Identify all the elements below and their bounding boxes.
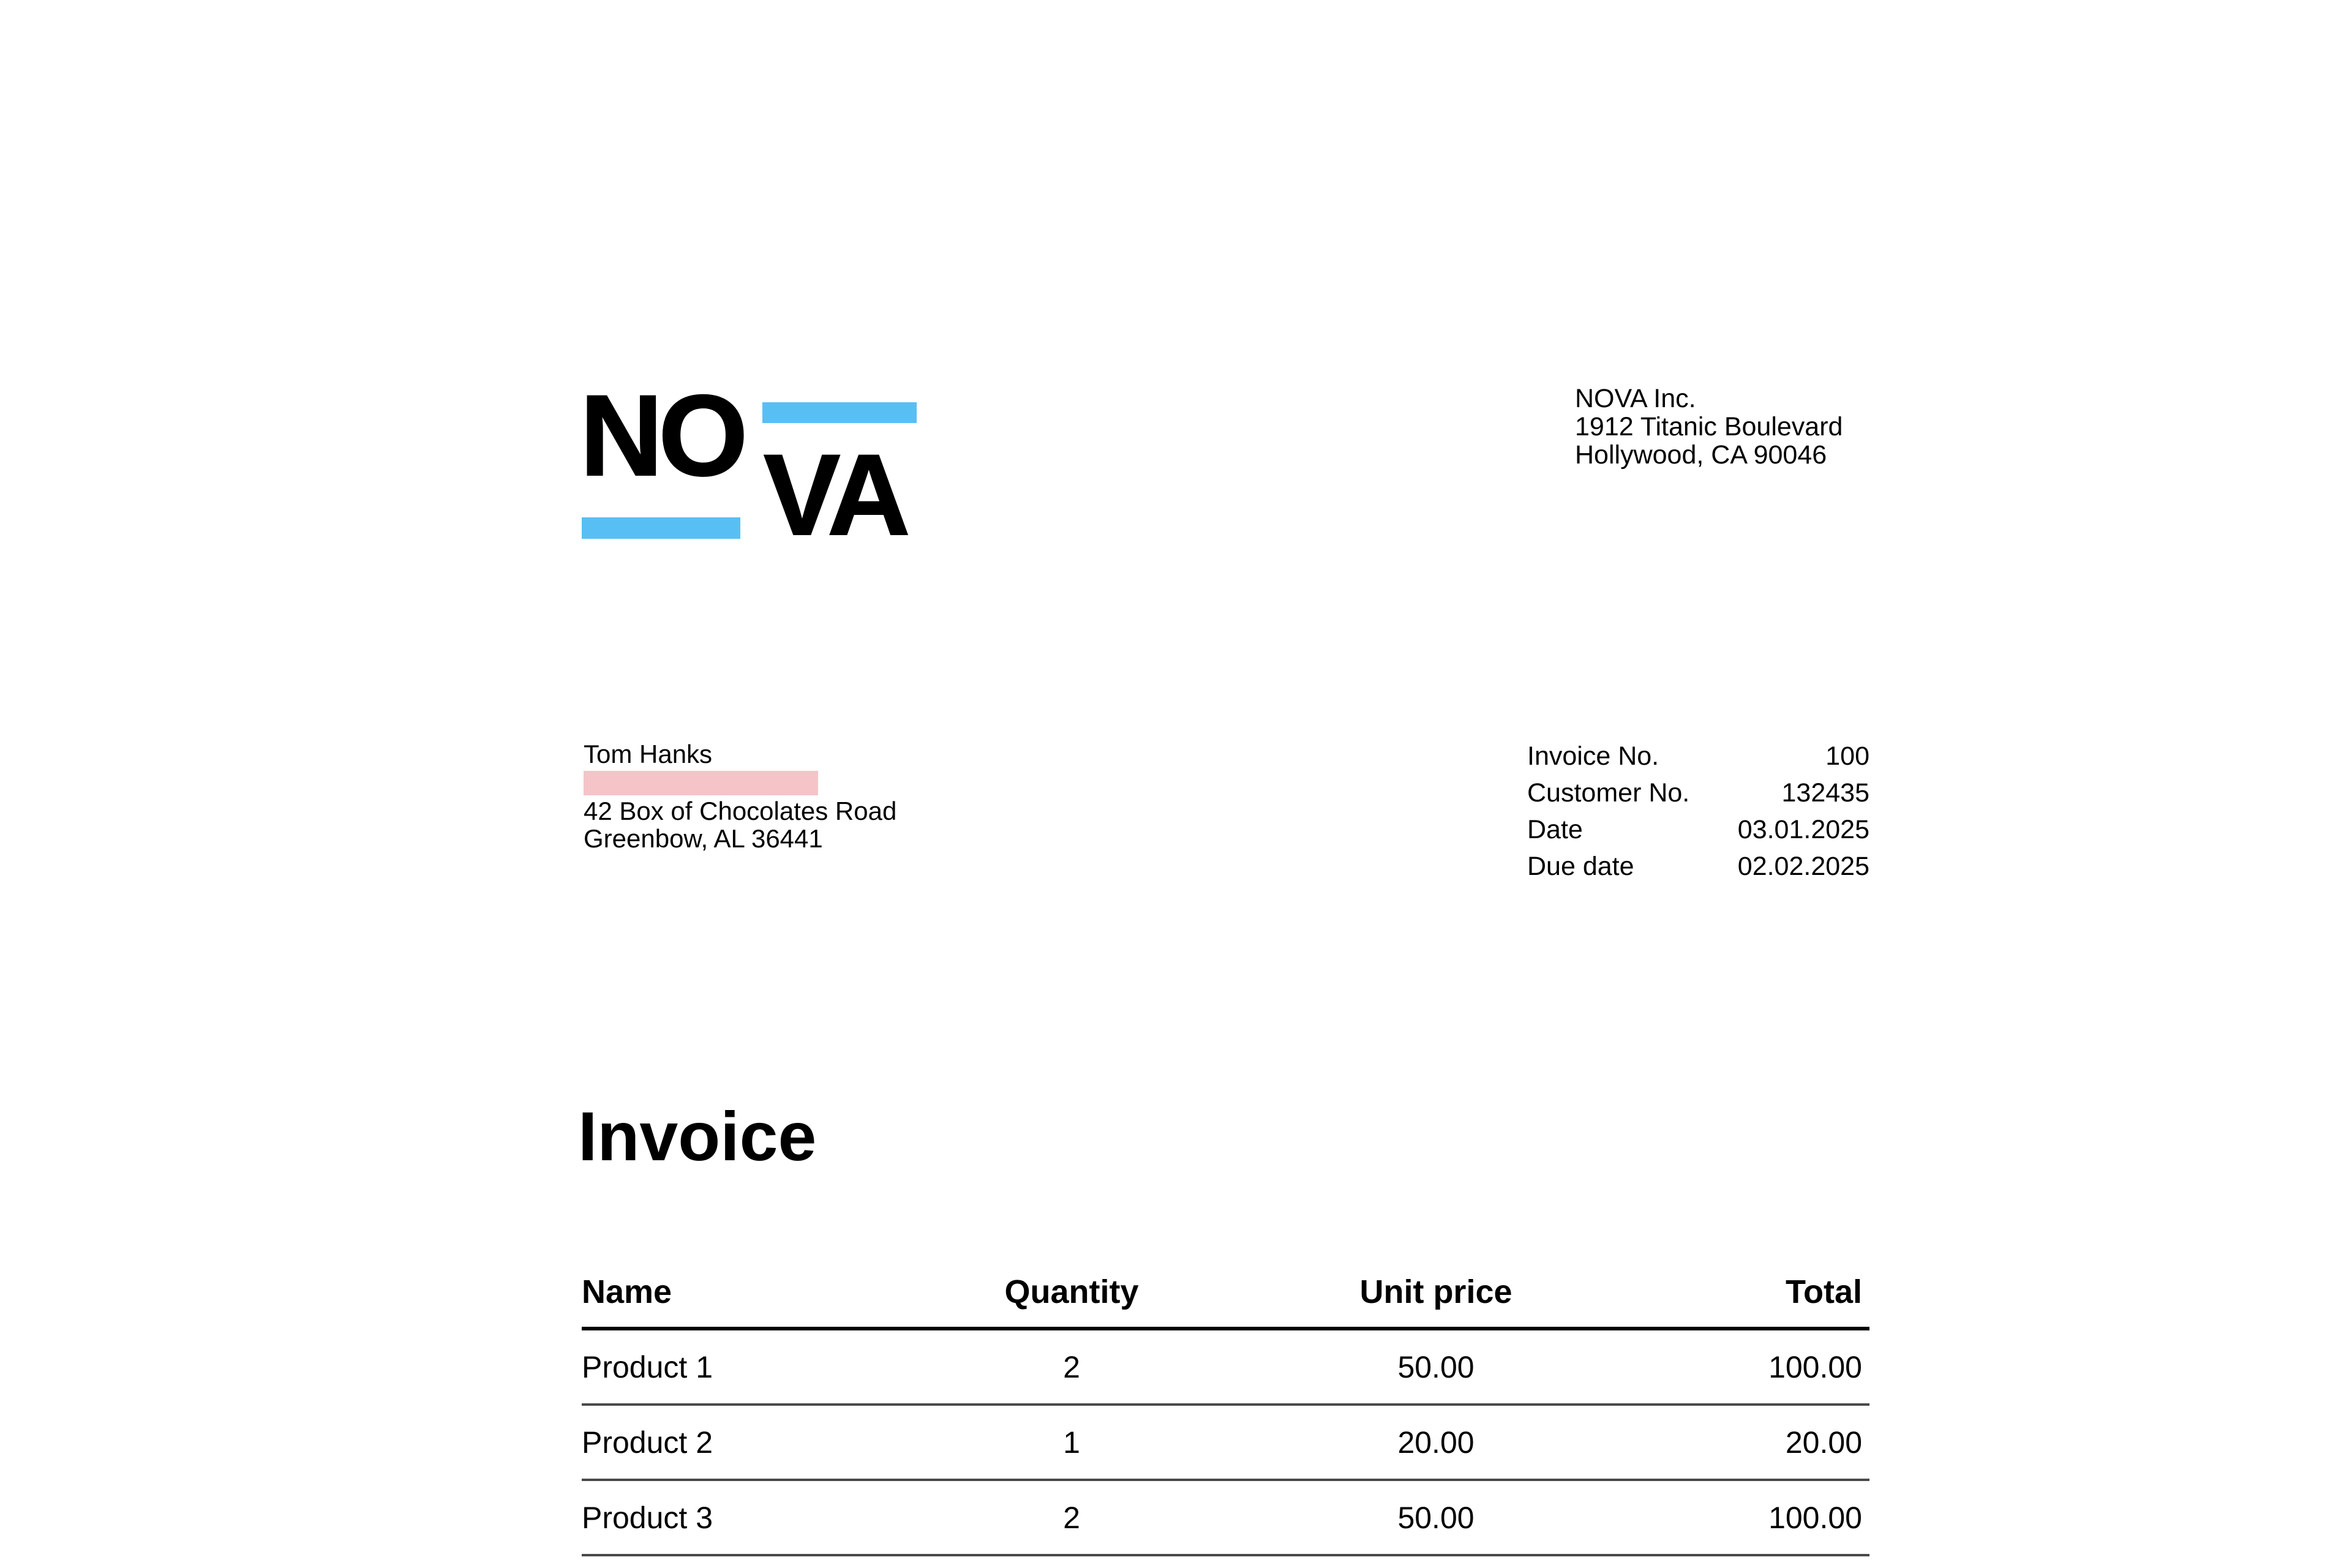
cell-total: 20.00	[1785, 1425, 1862, 1460]
cell-quantity: 1	[1063, 1425, 1080, 1460]
meta-value-date: 03.01.2025	[1737, 814, 1869, 844]
company-address-block: NOVA Inc. 1912 Titanic Boulevard Hollywo…	[1575, 384, 1843, 469]
meta-label-customer-no: Customer No.	[1527, 778, 1690, 808]
invoice-title: Invoice	[578, 1098, 817, 1175]
company-name: NOVA Inc.	[1575, 384, 1696, 413]
cell-quantity: 2	[1063, 1349, 1080, 1384]
table-row: Product 2 1 20.00 20.00	[582, 1406, 1869, 1481]
logo-text-va: VA	[763, 430, 911, 559]
meta-value-invoice-no: 100	[1825, 741, 1869, 771]
cell-total: 100.00	[1768, 1349, 1862, 1384]
meta-row-invoice-no: Invoice No. 100	[1527, 738, 1869, 775]
customer-address-line2: Greenbow, AL 36441	[584, 824, 823, 853]
cell-unit-price: 50.00	[1397, 1349, 1475, 1384]
meta-row-due-date: Due date 02.02.2025	[1527, 848, 1869, 885]
logo-overline-bar	[762, 402, 917, 423]
table-header-row: Name Quantity Unit price Total	[582, 1256, 1869, 1330]
items-table: Name Quantity Unit price Total Product 1…	[582, 1256, 1869, 1556]
logo-underline-bar	[582, 517, 740, 539]
logo-text-no: NO	[579, 371, 748, 500]
column-header-quantity: Quantity	[1004, 1273, 1139, 1310]
cell-unit-price: 20.00	[1397, 1425, 1475, 1460]
invoice-meta: Invoice No. 100 Customer No. 132435 Date…	[1527, 738, 1869, 885]
meta-row-date: Date 03.01.2025	[1527, 811, 1869, 848]
company-address-line1: 1912 Titanic Boulevard	[1575, 412, 1843, 441]
company-address-line2: Hollywood, CA 90046	[1575, 440, 1827, 470]
redacted-address-line	[584, 771, 818, 795]
cell-name: Product 1	[582, 1349, 713, 1384]
column-header-name: Name	[582, 1273, 672, 1310]
meta-label-date: Date	[1527, 814, 1583, 844]
meta-label-due-date: Due date	[1527, 851, 1634, 881]
customer-address-line1: 42 Box of Chocolates Road	[584, 797, 897, 825]
column-header-unit-price: Unit price	[1359, 1273, 1512, 1310]
cell-unit-price: 50.00	[1397, 1500, 1475, 1535]
table-row: Product 3 2 50.00 100.00	[582, 1481, 1869, 1556]
meta-row-customer-no: Customer No. 132435	[1527, 775, 1869, 811]
column-header-total: Total	[1786, 1273, 1862, 1310]
meta-label-invoice-no: Invoice No.	[1527, 741, 1659, 771]
customer-address-block: 42 Box of Chocolates Road Greenbow, AL 3…	[584, 797, 896, 852]
meta-value-due-date: 02.02.2025	[1737, 851, 1869, 881]
cell-total: 100.00	[1768, 1500, 1862, 1535]
customer-name: Tom Hanks	[584, 740, 713, 768]
cell-name: Product 2	[582, 1425, 713, 1460]
meta-value-customer-no: 132435	[1781, 778, 1870, 808]
cell-quantity: 2	[1063, 1500, 1080, 1535]
cell-name: Product 3	[582, 1500, 713, 1535]
table-row: Product 1 2 50.00 100.00	[582, 1330, 1869, 1406]
